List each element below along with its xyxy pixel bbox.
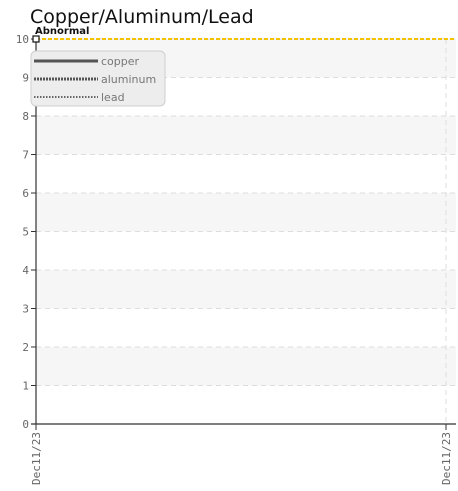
x-axis-ticks: Dec11/23 Dec11/23 — [30, 424, 453, 485]
threshold-line-group: Abnormal — [32, 26, 456, 43]
y-tick-label: 8 — [22, 110, 29, 123]
y-tick-label: 4 — [22, 264, 29, 277]
grid-band — [36, 347, 456, 386]
grid-band — [36, 193, 456, 232]
grid-band — [36, 270, 456, 309]
y-tick-label: 7 — [22, 149, 29, 162]
threshold-marker — [32, 35, 40, 43]
threshold-label: Abnormal — [35, 26, 89, 37]
y-tick-label: 10 — [16, 33, 29, 46]
y-tick-label: 3 — [22, 303, 29, 316]
y-tick-label: 6 — [22, 187, 29, 200]
y-tick-label: 2 — [22, 341, 29, 354]
legend[interactable]: copper aluminum lead — [30, 50, 166, 107]
x-tick-label: Dec11/23 — [30, 432, 43, 485]
background-bands — [36, 39, 456, 386]
legend-label-aluminum: aluminum — [101, 73, 156, 86]
x-tick-label: Dec11/23 — [440, 432, 453, 485]
y-tick-label: 9 — [22, 72, 29, 85]
legend-label-lead: lead — [101, 91, 125, 104]
y-tick-label: 5 — [22, 226, 29, 239]
grid-band — [36, 116, 456, 155]
y-tick-label: 1 — [22, 380, 29, 393]
chart-title: Copper/Aluminum/Lead — [30, 6, 254, 28]
y-tick-label: 0 — [22, 418, 29, 431]
legend-label-copper: copper — [101, 55, 140, 68]
